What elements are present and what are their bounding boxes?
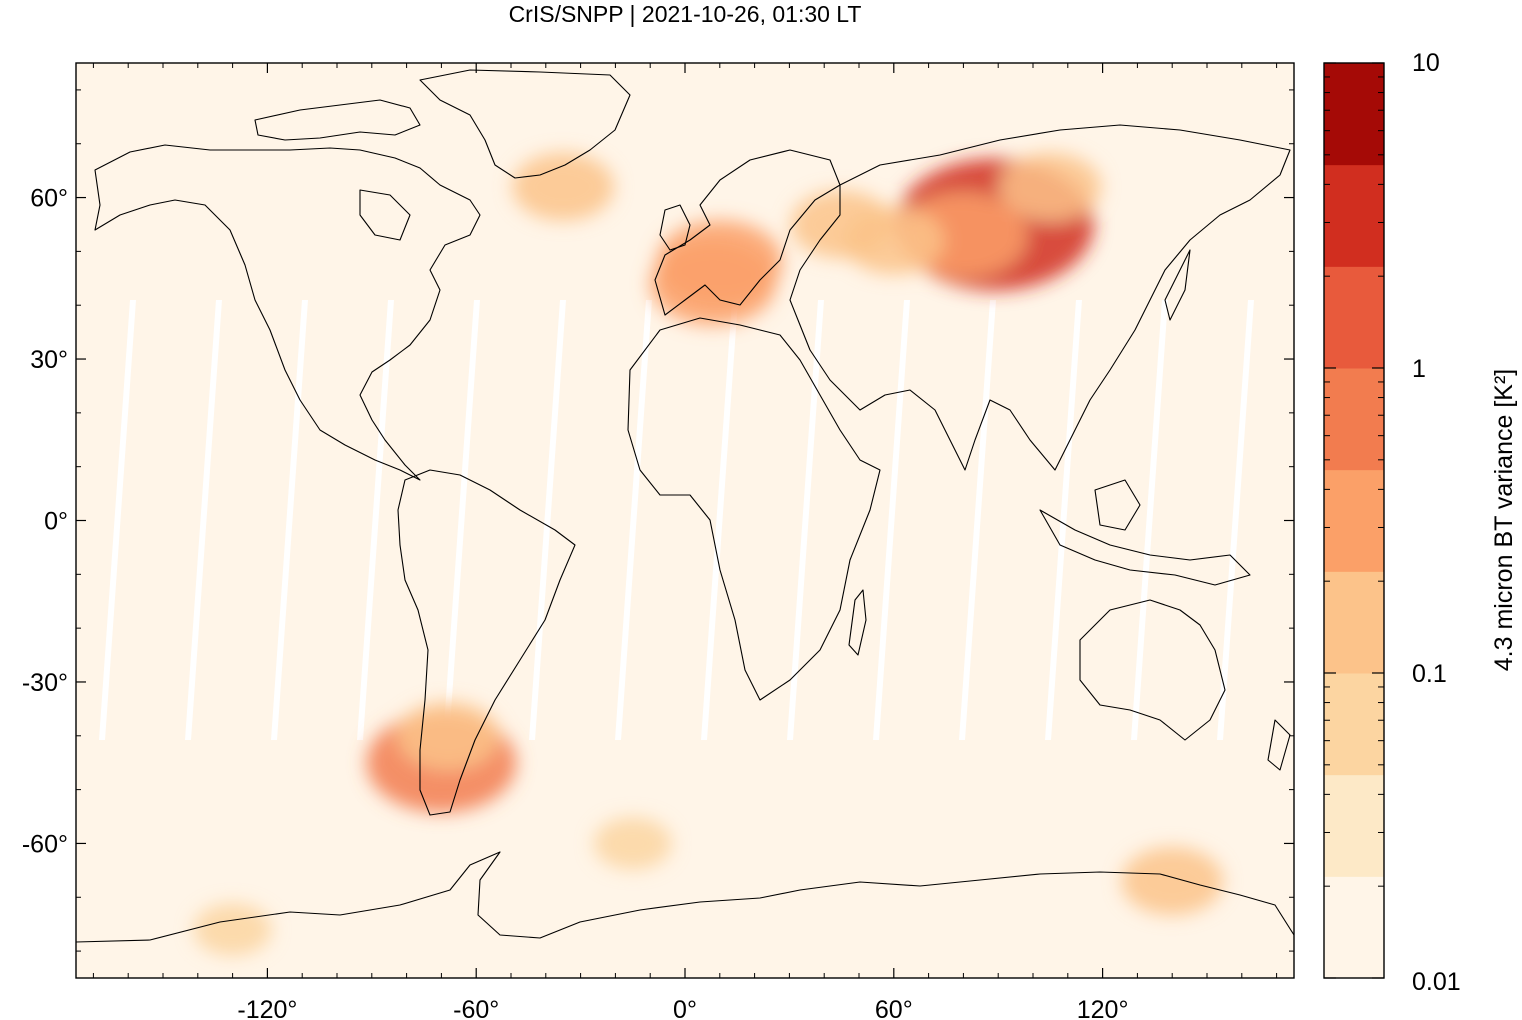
chart-title: CrIS/SNPP | 2021-10-26, 01:30 LT	[509, 1, 862, 27]
colorbar-tick-label: 10	[1412, 49, 1440, 77]
y-tick-label: 30°	[30, 346, 68, 374]
coastline-great-britain	[659, 204, 691, 251]
coastline-asia	[789, 124, 1291, 471]
y-tick-label: -30°	[22, 669, 68, 697]
orbit-gap	[787, 300, 824, 740]
hotspot	[1121, 847, 1224, 916]
colorbar-band	[1324, 571, 1384, 674]
coastline-antarctica	[76, 851, 1294, 943]
coastline-hudson-bay	[359, 189, 411, 241]
hotspot	[593, 817, 672, 870]
orbit-gap	[873, 300, 910, 740]
coastline-borneo	[1094, 479, 1141, 531]
hotspot	[193, 903, 272, 956]
coastline-north-america	[94, 144, 481, 481]
colorbar-band	[1324, 774, 1384, 877]
coastline-japan	[1164, 249, 1191, 321]
colorbar-band	[1324, 266, 1384, 369]
colorbar-tick-label: 0.01	[1412, 968, 1461, 996]
orbit-gap	[185, 300, 222, 740]
hotspot	[999, 152, 1102, 221]
orbit-gap	[1045, 300, 1082, 740]
y-tick-label: 60°	[30, 185, 68, 213]
coastline-australia	[1079, 599, 1226, 741]
coastline-arctic-islands	[254, 99, 421, 141]
orbit-gap	[357, 300, 394, 740]
colorbar-frame	[1323, 62, 1385, 979]
hotspot	[397, 701, 500, 770]
hotspot	[790, 190, 893, 259]
colorbar: 10 1 0.1 0.01 4.3 micron BT variance [K²]	[1323, 49, 1518, 996]
hotspot	[649, 241, 776, 326]
colorbar-band	[1324, 673, 1384, 776]
orbit-gap	[701, 300, 738, 740]
x-tick-label: 60°	[875, 996, 913, 1020]
colorbar-tick-label: 0.1	[1412, 660, 1447, 688]
x-tick-label: -60°	[453, 996, 499, 1020]
coastline-indonesia	[1039, 509, 1251, 586]
orbit-gap	[1131, 300, 1168, 740]
colorbar-band	[1324, 469, 1384, 572]
colorbar-label: 4.3 micron BT variance [K²]	[1490, 369, 1518, 671]
colorbar-bands	[1324, 63, 1384, 979]
map-panel: -120° -60° 0° 60° 120° 60° 30° 0° -30° -60°	[22, 62, 1295, 1020]
colorbar-band	[1324, 368, 1384, 471]
colorbar-band	[1324, 164, 1384, 267]
orbit-gap	[271, 300, 308, 740]
colorbar-ticks: 10 1 0.1 0.01	[1324, 49, 1461, 996]
y-tick-label: 0°	[44, 508, 68, 536]
map-background	[76, 63, 1294, 978]
coastline-new-zealand	[1267, 719, 1291, 771]
coastlines	[76, 69, 1294, 943]
x-tick-label: -120°	[237, 996, 297, 1020]
orbit-gap	[1217, 300, 1254, 740]
orbit-gap	[615, 300, 652, 740]
colorbar-tick-label: 1	[1412, 355, 1426, 383]
orbit-gaps	[99, 300, 1254, 740]
x-axis: -120° -60° 0° 60° 120°	[92, 63, 1278, 1020]
orbit-gap	[443, 300, 480, 740]
orbit-gap	[99, 300, 136, 740]
x-tick-label: 120°	[1077, 996, 1129, 1020]
y-axis: 60° 30° 0° -30° -60°	[22, 89, 1294, 952]
coastline-madagascar	[848, 589, 867, 656]
colorbar-band	[1324, 876, 1384, 979]
coastline-europe	[654, 149, 841, 316]
coastline-greenland	[419, 69, 631, 179]
colorbar-band	[1324, 63, 1384, 166]
coastline-south-america	[397, 469, 576, 816]
x-tick-label: 0°	[673, 996, 697, 1020]
coastline-africa	[627, 317, 881, 701]
y-tick-label: -60°	[22, 830, 68, 858]
hotspot	[512, 152, 615, 221]
